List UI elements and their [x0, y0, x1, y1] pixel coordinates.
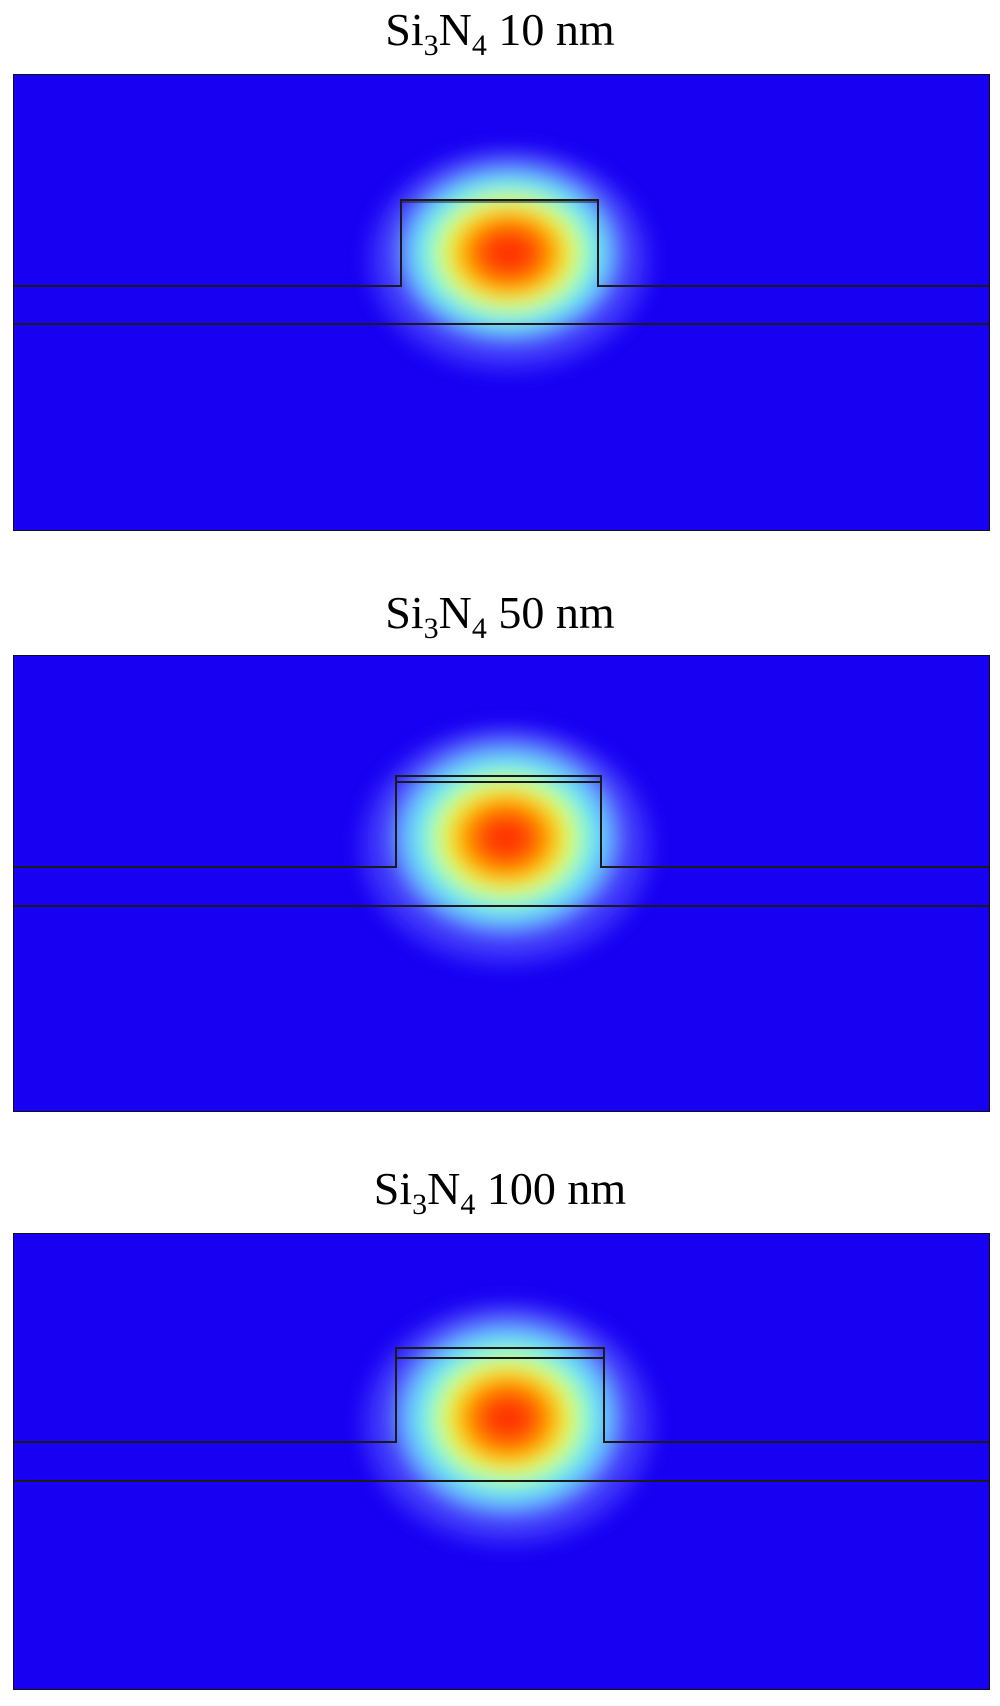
mode-field-panel	[13, 1233, 990, 1690]
title-base: Si	[373, 1163, 413, 1214]
title-subscript: 3	[423, 612, 439, 645]
mode-field-panel	[13, 74, 990, 531]
mode-field-panel	[13, 655, 990, 1112]
title-base: Si	[385, 4, 424, 55]
title-rest: 50 nm	[486, 587, 615, 638]
waveguide-outline	[14, 775, 989, 868]
panel-title: Si3N4 50 nm	[0, 587, 1000, 644]
title-subscript: 4	[471, 612, 487, 645]
title-rest: 100 nm	[475, 1163, 627, 1214]
mode-field-plot	[14, 1234, 989, 1689]
waveguide-outline	[14, 1347, 989, 1443]
title-subscript: 4	[471, 29, 487, 62]
waveguide-outline	[14, 199, 989, 287]
title-subscript: 3	[412, 1188, 428, 1221]
title-subscript: 4	[460, 1188, 476, 1221]
mode-field-plot	[14, 75, 989, 530]
panel-title: Si3N4 10 nm	[0, 4, 1000, 61]
mode-field	[378, 730, 634, 946]
panel-title: Si3N4 100 nm	[0, 1163, 1000, 1220]
mode-field-plot	[14, 656, 989, 1111]
title-subscript: 3	[423, 29, 439, 62]
title-mid: N	[438, 587, 472, 638]
title-base: Si	[385, 587, 424, 638]
mode-field	[380, 1308, 636, 1528]
title-mid: N	[438, 4, 472, 55]
title-mid: N	[427, 1163, 461, 1214]
mode-field	[384, 153, 634, 353]
title-rest: 10 nm	[486, 4, 615, 55]
